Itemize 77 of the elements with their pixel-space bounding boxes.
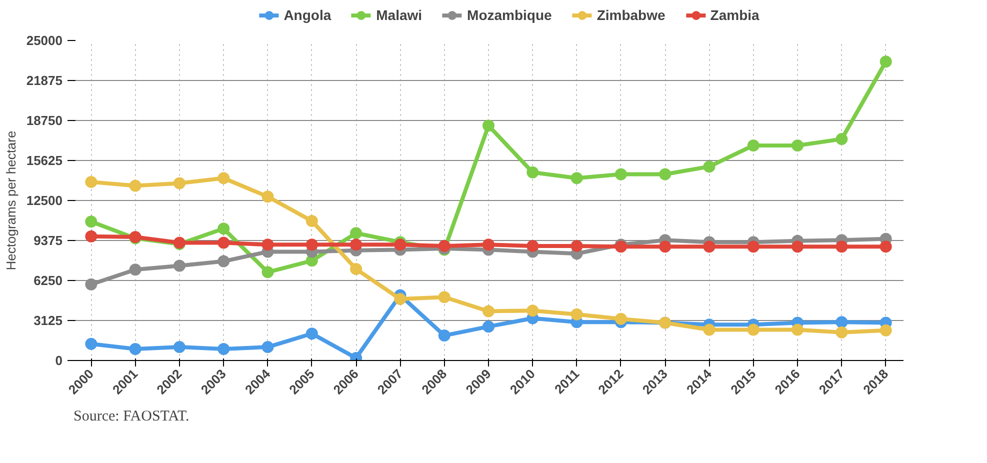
point — [526, 166, 539, 178]
legend-label: Malawi — [376, 7, 422, 23]
point — [747, 139, 760, 152]
point — [218, 255, 230, 268]
point — [792, 139, 804, 152]
point — [438, 240, 450, 252]
point — [350, 238, 362, 251]
point — [792, 324, 804, 336]
point — [570, 308, 583, 320]
point — [703, 160, 716, 173]
point — [659, 168, 672, 180]
point — [880, 324, 892, 336]
y-tick-label: 6250 — [34, 273, 62, 288]
point — [747, 324, 760, 336]
point — [218, 342, 230, 355]
y-tick-label: 12500 — [26, 193, 63, 208]
point — [85, 338, 98, 350]
point — [703, 240, 716, 253]
point — [306, 214, 318, 227]
point — [306, 238, 318, 251]
point — [836, 326, 848, 338]
point — [262, 266, 274, 278]
point — [218, 172, 230, 184]
point — [262, 190, 274, 203]
point — [703, 324, 716, 336]
point — [614, 312, 627, 325]
point — [394, 238, 406, 251]
point — [350, 262, 362, 275]
point — [438, 291, 450, 304]
point — [129, 342, 142, 355]
point — [129, 264, 142, 276]
point — [173, 177, 186, 190]
point — [173, 260, 186, 272]
point — [85, 176, 98, 188]
y-tick-label: 15625 — [26, 153, 63, 168]
point — [526, 304, 539, 317]
y-tick-label: 18750 — [26, 113, 63, 128]
point — [482, 120, 494, 132]
y-tick-label: 9375 — [34, 233, 62, 248]
point — [836, 133, 848, 146]
point — [129, 180, 142, 192]
point — [659, 240, 672, 253]
point — [85, 278, 98, 290]
y-axis-title: Hectograms per hectare — [3, 130, 18, 270]
point — [262, 238, 274, 251]
point — [614, 168, 627, 180]
point — [85, 230, 98, 242]
legend-label: Zambia — [710, 7, 760, 23]
point — [350, 227, 362, 240]
point — [262, 341, 274, 354]
point — [218, 236, 230, 249]
point — [482, 238, 494, 251]
point — [482, 305, 494, 318]
legend-label: Angola — [284, 7, 332, 23]
point — [747, 240, 760, 253]
legend-label: Mozambique — [467, 7, 552, 23]
source-note: Source: FAOSTAT. — [74, 408, 190, 424]
point — [526, 240, 539, 252]
point — [438, 330, 450, 342]
y-tick-label: 21875 — [26, 73, 63, 88]
point — [792, 240, 804, 253]
point — [482, 320, 494, 333]
point — [570, 172, 583, 184]
point — [173, 341, 186, 354]
point — [570, 240, 583, 252]
point — [836, 240, 848, 253]
point — [85, 216, 98, 228]
y-tick-label: 0 — [55, 353, 63, 368]
y-tick-label: 3125 — [34, 313, 62, 328]
y-tick-label: 25000 — [26, 33, 63, 48]
point — [836, 316, 848, 328]
legend-label: Zimbabwe — [596, 7, 666, 23]
point — [394, 293, 406, 306]
point — [880, 240, 892, 253]
point — [218, 222, 230, 235]
point — [880, 56, 892, 68]
point — [306, 328, 318, 340]
